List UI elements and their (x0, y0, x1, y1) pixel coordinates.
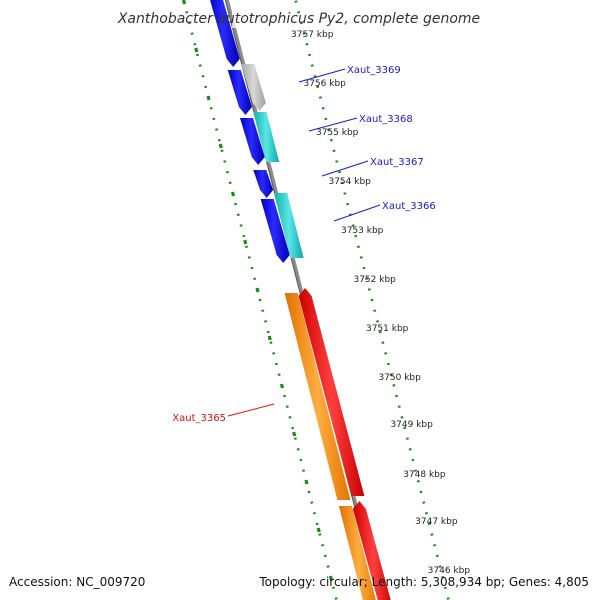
gene-leader-line (308, 117, 358, 132)
gene-leader-line (298, 68, 346, 83)
kbp-tick-label: 3749 kbp (390, 420, 433, 430)
map-title: Xanthobacter autotrophicus Py2, complete… (117, 11, 480, 27)
kbp-tick-label: 3757 kbp (291, 30, 334, 40)
kbp-tick-label: 3755 kbp (316, 128, 359, 138)
kbp-ticks: 3757 kbp 3756 kbp 3755 kbp 3754 kbp 3753 kbp… (291, 30, 470, 576)
gene-orange-3365 (284, 293, 351, 500)
gene-label-xaut-3365: Xaut_3365 (172, 413, 226, 424)
inner-ring-mark (206, 95, 211, 101)
accession-text: Accession: NC_009720 (9, 575, 146, 589)
kbp-tick-label: 3752 kbp (353, 275, 396, 285)
outer-dot-ring (294, 0, 450, 600)
topology-text: Topology: circular; Length: 5,308,934 bp… (259, 575, 589, 589)
kbp-tick-label: 3746 kbp (428, 566, 471, 576)
gene-label-xaut-3366: Xaut_3366 (382, 201, 436, 212)
inner-ring-mark (194, 47, 199, 53)
gene-label-xaut-3367: Xaut_3367 (370, 157, 424, 168)
gene-gray-3369 (241, 64, 266, 111)
gene-blue-3369 (227, 70, 252, 115)
kbp-tick-label: 3750 kbp (378, 373, 421, 383)
inner-ring-mark (279, 383, 285, 389)
inner-ring-mark (328, 575, 334, 581)
kbp-tick-label: 3753 kbp (341, 226, 384, 236)
kbp-tick-label: 3748 kbp (403, 470, 446, 480)
gene-leader-line (227, 403, 275, 417)
gene-blue-3367 (253, 170, 274, 198)
inner-ring-mark (304, 479, 309, 485)
title-halo (232, 4, 292, 28)
gene-label-xaut-3369: Xaut_3369 (347, 65, 401, 76)
gene-blue-top (210, 0, 240, 67)
gene-red-3365 (298, 288, 365, 496)
gene-red-next (352, 501, 391, 600)
inner-ring-mark (230, 191, 236, 197)
inner-ring-mark (243, 239, 248, 245)
dot-rings (181, 0, 450, 600)
gene-blue-3366 (260, 199, 290, 263)
inner-ring-mark (218, 143, 223, 149)
gene-labels: Xaut_3369 Xaut_3368 Xaut_3367 Xaut_3366 Xaut… (172, 65, 435, 424)
gene-features (210, 0, 391, 600)
kbp-tick-label: 3751 kbp (366, 324, 409, 334)
gene-orange-next (338, 506, 376, 600)
inner-dot-ring (182, 0, 338, 600)
inner-ring-mark (181, 0, 187, 5)
gene-leader-line (321, 160, 369, 177)
gene-leader-line (333, 204, 381, 222)
gene-cyan-3366 (274, 193, 304, 258)
kbp-tick-label: 3747 kbp (415, 517, 458, 527)
inner-ring-mark (267, 335, 272, 341)
kbp-tick-label: 3756 kbp (303, 79, 346, 89)
inner-ring-mark (316, 527, 321, 533)
kbp-tick-label: 3754 kbp (328, 177, 371, 187)
inner-ring-mark (255, 287, 260, 293)
inner-ring-mark (292, 431, 297, 437)
gene-cyan-3368 (253, 112, 280, 162)
gene-blue-3368 (239, 118, 265, 165)
gene-label-xaut-3368: Xaut_3368 (359, 114, 413, 125)
